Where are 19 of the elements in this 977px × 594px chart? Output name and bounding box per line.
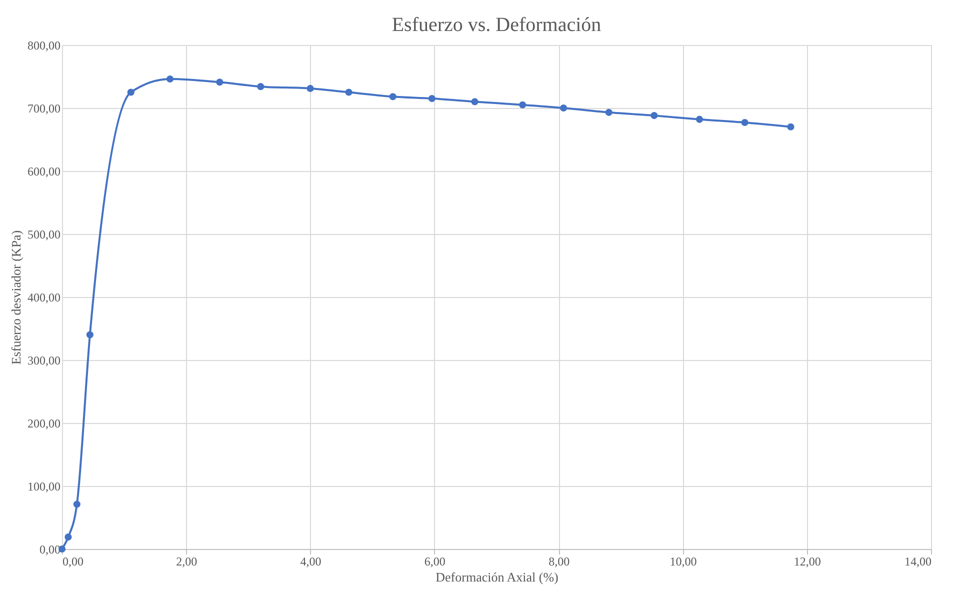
y-tick-label: 700,00 (28, 102, 60, 116)
x-tick-label: 8,00 (548, 554, 570, 568)
x-axis-title: Deformación Axial (%) (436, 570, 558, 584)
x-tick-label: 2,00 (176, 554, 198, 568)
x-tick-label: 14,00 (904, 554, 932, 568)
x-tick-label: 10,00 (670, 554, 697, 568)
x-tick-label: 0,00 (62, 554, 84, 568)
x-tick-label: 6,00 (424, 554, 446, 568)
y-tick-label: 800,00 (28, 38, 60, 52)
chart-title: Esfuerzo vs. Deformación (392, 14, 602, 36)
x-tick-label: 12,00 (794, 554, 821, 568)
y-tick-label: 500,00 (28, 228, 60, 242)
y-tick-label: 600,00 (28, 164, 60, 178)
y-tick-label: 300,00 (28, 354, 60, 368)
y-tick-label: 200,00 (28, 416, 60, 430)
y-axis-title: Esfuerzo desviador (KPa) (8, 230, 24, 365)
y-tick-label: 400,00 (28, 290, 60, 304)
x-tick-label: 4,00 (300, 554, 322, 568)
y-tick-label: 100,00 (28, 480, 60, 494)
